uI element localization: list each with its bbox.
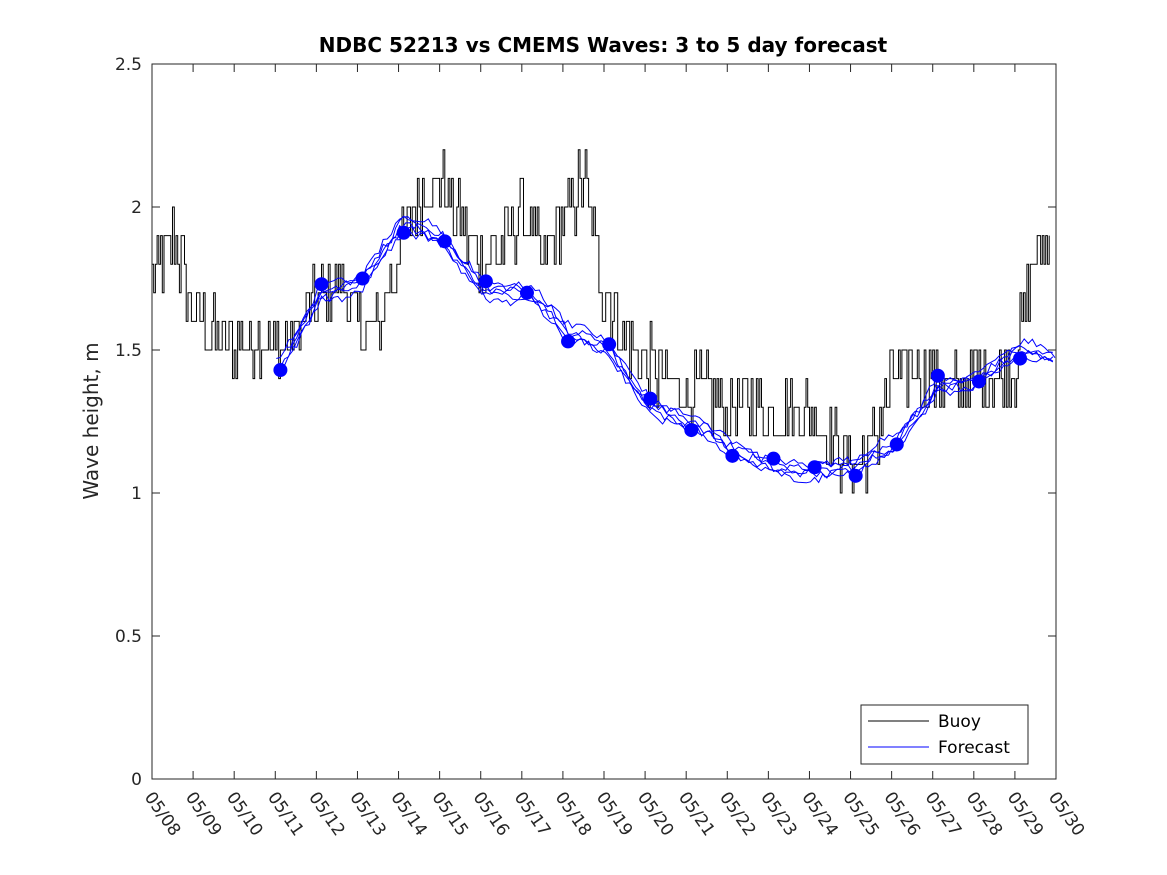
x-tick-label: 05/13 (345, 788, 389, 840)
y-tick-label: 2.5 (115, 55, 142, 75)
x-tick-label: 05/21 (674, 788, 718, 840)
forecast-point (355, 271, 370, 286)
x-tick-label: 05/24 (797, 788, 841, 840)
forecast-point (766, 451, 781, 466)
forecast-point (478, 274, 493, 289)
y-axis: 0 0.5 1 1.5 2 2.5 (115, 55, 1056, 790)
plot-area (152, 64, 1056, 779)
forecast-point (971, 374, 986, 389)
x-tick-label: 05/18 (551, 788, 595, 840)
forecast-point (684, 423, 699, 438)
forecast-point (273, 363, 288, 378)
forecast-markers (273, 225, 1028, 483)
legend: Buoy Forecast (860, 704, 1029, 765)
x-tick-label: 05/16 (469, 788, 513, 840)
x-tick-label: 05/17 (510, 788, 554, 840)
forecast-point (519, 285, 534, 300)
chart-title: NDBC 52213 vs CMEMS Waves: 3 to 5 day fo… (319, 33, 888, 57)
x-tick-label: 05/10 (222, 788, 266, 840)
x-tick-label: 05/22 (715, 788, 759, 840)
x-tick-label: 05/25 (838, 788, 882, 840)
legend-buoy-label: Buoy (938, 712, 981, 732)
forecast-line (276, 215, 1053, 484)
forecast-line (286, 222, 1056, 478)
forecast-line (292, 216, 1054, 477)
buoy-line (152, 149, 1050, 494)
forecast-point (314, 277, 329, 292)
forecast-point (725, 448, 740, 463)
forecast-point (396, 225, 411, 240)
forecast-point (643, 391, 658, 406)
forecast-point (437, 234, 452, 249)
forecast-point (561, 334, 576, 349)
x-tick-label: 05/29 (1003, 788, 1047, 840)
forecast-point (848, 468, 863, 483)
x-tick-label: 05/14 (386, 788, 430, 840)
x-tick-label: 05/15 (428, 788, 472, 840)
x-tick-label: 05/20 (633, 788, 677, 840)
x-tick-label: 05/30 (1044, 788, 1088, 840)
y-tick-label: 0.5 (115, 627, 142, 647)
forecast-point (889, 437, 904, 452)
y-tick-label: 1 (131, 484, 142, 504)
y-tick-label: 2 (131, 198, 142, 218)
x-tick-label: 05/23 (756, 788, 800, 840)
forecast-point (602, 337, 617, 352)
y-axis-label: Wave height, m (79, 342, 103, 499)
x-tick-label: 05/28 (962, 788, 1006, 840)
forecast-point (1013, 351, 1028, 366)
x-tick-label: 05/27 (921, 788, 965, 840)
y-tick-label: 0 (131, 770, 142, 790)
x-tick-label: 05/12 (304, 788, 348, 840)
x-tick-label: 05/09 (181, 788, 225, 840)
y-tick-label: 1.5 (115, 341, 142, 361)
legend-forecast-label: Forecast (938, 738, 1010, 758)
x-tick-label: 05/11 (263, 788, 307, 840)
forecast-point (807, 460, 822, 475)
x-tick-label: 05/26 (880, 788, 924, 840)
x-tick-label: 05/19 (592, 788, 636, 840)
x-tick-label: 05/08 (140, 788, 184, 840)
forecast-point (930, 368, 945, 383)
legend-box (860, 704, 1029, 765)
